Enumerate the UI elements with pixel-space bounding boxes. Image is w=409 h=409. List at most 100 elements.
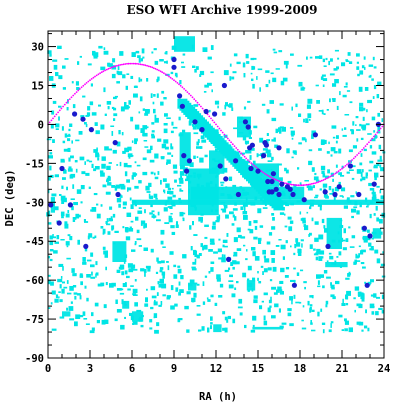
field-footprint xyxy=(304,180,309,182)
field-footprint xyxy=(224,316,228,321)
field-footprint xyxy=(202,245,204,251)
field-footprint xyxy=(380,167,385,172)
field-footprint xyxy=(49,235,53,240)
ecliptic-dot xyxy=(304,184,306,186)
field-footprint xyxy=(344,127,347,130)
field-footprint xyxy=(325,300,329,305)
field-footprint xyxy=(56,235,60,240)
field-footprint xyxy=(130,116,134,122)
chart-title: ESO WFI Archive 1999-2009 xyxy=(126,3,317,17)
field-footprint xyxy=(170,225,175,229)
ecliptic-dot xyxy=(97,73,100,76)
ecliptic-dot xyxy=(104,69,106,72)
ecliptic-dot xyxy=(144,64,147,67)
field-footprint xyxy=(361,329,364,332)
ecliptic-dot xyxy=(223,133,226,136)
ecliptic-dot xyxy=(139,63,142,66)
field-footprint xyxy=(300,239,304,242)
field-footprint xyxy=(231,293,236,298)
field-footprint xyxy=(67,234,71,237)
field-footprint xyxy=(128,228,134,232)
field-footprint xyxy=(126,73,130,75)
field-footprint xyxy=(329,255,334,260)
ecliptic-dot xyxy=(373,135,375,138)
field-footprint xyxy=(163,139,169,144)
data-point xyxy=(279,181,285,187)
field-footprint xyxy=(292,150,297,154)
field-footprint xyxy=(144,303,149,307)
field-footprint xyxy=(166,60,168,64)
field-footprint xyxy=(116,198,122,203)
field-footprint xyxy=(348,327,353,333)
field-footprint xyxy=(131,249,136,252)
field-footprint xyxy=(231,107,234,111)
field-footprint xyxy=(332,178,334,182)
data-point xyxy=(83,243,89,249)
field-footprint xyxy=(371,151,377,155)
field-footprint xyxy=(172,194,176,198)
field-footprint xyxy=(352,165,356,168)
ecliptic-dot xyxy=(65,101,68,104)
field-footprint xyxy=(140,78,143,82)
field-footprint xyxy=(333,151,338,154)
field-footprint xyxy=(351,215,354,219)
field-footprint xyxy=(282,256,285,260)
field-footprint xyxy=(75,168,78,173)
field-footprint xyxy=(301,217,306,222)
field-footprint xyxy=(382,251,385,254)
field-footprint xyxy=(66,245,69,248)
field-footprint xyxy=(139,96,143,102)
field-footprint xyxy=(134,241,137,245)
field-footprint xyxy=(323,65,327,67)
field-footprint xyxy=(150,286,156,291)
ecliptic-dot xyxy=(218,127,221,130)
field-footprint xyxy=(272,266,277,272)
field-footprint xyxy=(79,156,85,161)
field-footprint xyxy=(199,70,205,76)
field-footprint xyxy=(359,123,362,127)
field-footprint xyxy=(130,75,134,79)
field-footprint xyxy=(216,277,221,282)
field-footprint xyxy=(113,96,117,100)
field-footprint xyxy=(66,307,68,311)
field-footprint xyxy=(362,128,366,131)
field-footprint xyxy=(331,287,335,290)
field-footprint xyxy=(269,279,273,282)
field-footprint xyxy=(273,292,278,295)
field-footprint xyxy=(228,104,230,108)
field-footprint xyxy=(134,139,137,145)
field-footprint xyxy=(96,154,100,158)
data-point xyxy=(290,191,296,198)
field-footprint xyxy=(223,254,226,260)
field-footprint xyxy=(262,249,266,255)
field-footprint xyxy=(316,274,321,279)
field-footprint xyxy=(262,148,268,151)
field-region xyxy=(372,228,382,239)
field-footprint xyxy=(279,212,285,215)
field-footprint xyxy=(129,197,132,201)
ecliptic-dot xyxy=(245,157,248,160)
field-footprint xyxy=(118,203,121,208)
field-footprint xyxy=(245,258,248,261)
field-footprint xyxy=(289,220,294,224)
field-footprint xyxy=(73,292,78,295)
field-footprint xyxy=(130,266,134,270)
field-footprint xyxy=(256,153,259,158)
field-footprint xyxy=(367,133,372,135)
field-footprint xyxy=(53,250,58,254)
field-footprint xyxy=(272,48,276,51)
field-footprint xyxy=(80,201,83,204)
field-footprint xyxy=(338,172,342,176)
field-footprint xyxy=(287,180,292,184)
field-footprint xyxy=(196,146,201,149)
field-footprint xyxy=(379,155,382,160)
ecliptic-dot xyxy=(57,111,59,114)
field-footprint xyxy=(297,167,300,170)
field-footprint xyxy=(307,186,313,191)
field-footprint xyxy=(322,173,326,178)
field-footprint xyxy=(179,190,184,192)
field-footprint xyxy=(364,66,366,70)
field-footprint xyxy=(151,210,155,213)
field-footprint xyxy=(124,316,126,319)
field-footprint xyxy=(258,281,262,284)
